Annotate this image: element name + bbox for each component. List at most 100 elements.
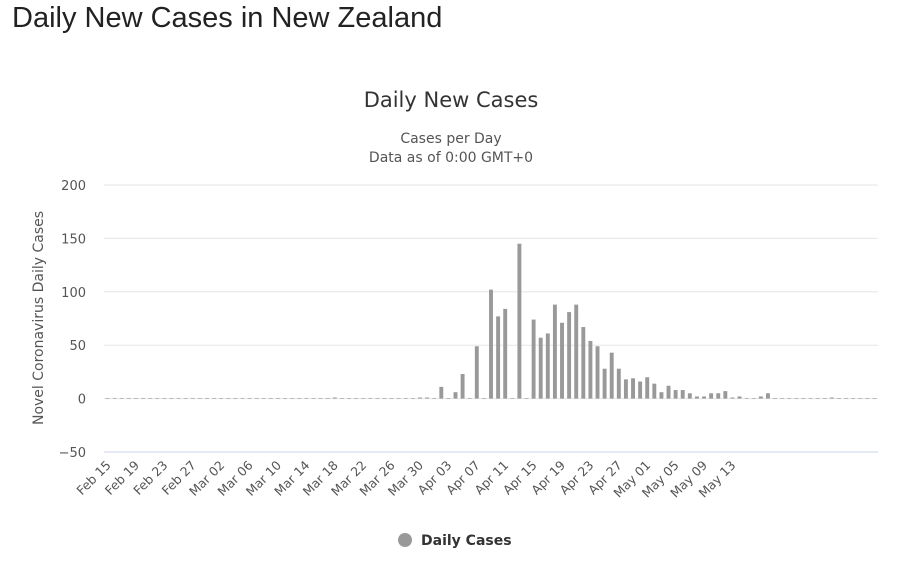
bar[interactable] xyxy=(403,398,408,399)
bar[interactable] xyxy=(645,377,650,399)
bar[interactable] xyxy=(808,398,813,399)
bar[interactable] xyxy=(794,398,799,399)
bar[interactable] xyxy=(609,352,614,399)
bar[interactable] xyxy=(531,319,536,399)
bar[interactable] xyxy=(638,381,643,399)
bar[interactable] xyxy=(276,398,280,399)
bar[interactable] xyxy=(595,346,600,399)
bar[interactable] xyxy=(332,397,337,399)
bar[interactable] xyxy=(730,397,735,399)
bar[interactable] xyxy=(119,398,124,399)
bar[interactable] xyxy=(765,393,770,399)
bar[interactable] xyxy=(716,393,721,399)
bar[interactable] xyxy=(134,398,138,399)
bar[interactable] xyxy=(325,398,330,399)
bar[interactable] xyxy=(574,304,579,399)
bar[interactable] xyxy=(361,398,366,399)
bar[interactable] xyxy=(446,398,451,399)
bar[interactable] xyxy=(560,322,564,399)
bar[interactable] xyxy=(702,396,706,399)
bar[interactable] xyxy=(197,398,202,399)
bar[interactable] xyxy=(631,378,635,399)
bar[interactable] xyxy=(297,398,302,399)
bar[interactable] xyxy=(254,398,259,399)
bar[interactable] xyxy=(694,396,699,399)
bar[interactable] xyxy=(865,398,870,399)
bar[interactable] xyxy=(126,398,131,399)
bar[interactable] xyxy=(382,398,387,399)
bar[interactable] xyxy=(205,398,209,399)
bar[interactable] xyxy=(836,398,841,399)
bar[interactable] xyxy=(112,398,117,399)
bar[interactable] xyxy=(183,398,188,399)
bar[interactable] xyxy=(453,392,458,399)
bar[interactable] xyxy=(169,398,174,399)
bar[interactable] xyxy=(616,368,621,399)
bar[interactable] xyxy=(503,308,508,399)
bar[interactable] xyxy=(141,398,146,399)
bar[interactable] xyxy=(261,398,266,399)
bar[interactable] xyxy=(496,316,501,399)
bar[interactable] xyxy=(517,243,522,399)
bar[interactable] xyxy=(673,390,678,399)
bar[interactable] xyxy=(829,397,834,399)
bar[interactable] xyxy=(432,398,437,399)
legend-label[interactable]: Daily Cases xyxy=(421,533,512,549)
legend[interactable]: Daily Cases xyxy=(398,533,512,549)
bar[interactable] xyxy=(602,368,607,399)
bar[interactable] xyxy=(872,398,877,399)
bar[interactable] xyxy=(538,337,543,399)
bar[interactable] xyxy=(318,398,323,399)
bar[interactable] xyxy=(389,398,394,399)
bar[interactable] xyxy=(190,398,195,399)
bar[interactable] xyxy=(439,386,444,399)
bar[interactable] xyxy=(176,398,181,399)
bar[interactable] xyxy=(751,398,756,399)
bar[interactable] xyxy=(623,379,628,399)
bar[interactable] xyxy=(680,390,685,399)
bar[interactable] xyxy=(396,398,401,399)
bar[interactable] xyxy=(588,340,593,399)
bar[interactable] xyxy=(545,333,550,399)
bar[interactable] xyxy=(489,289,493,399)
bar[interactable] xyxy=(425,397,430,399)
bar[interactable] xyxy=(162,398,167,399)
bar[interactable] xyxy=(815,398,820,399)
bar[interactable] xyxy=(311,398,316,399)
bar[interactable] xyxy=(283,398,288,399)
bar[interactable] xyxy=(467,398,472,399)
bar[interactable] xyxy=(780,398,785,399)
bar[interactable] xyxy=(744,398,749,399)
bar[interactable] xyxy=(709,393,714,399)
bar[interactable] xyxy=(687,393,692,399)
bar[interactable] xyxy=(787,398,792,399)
bar[interactable] xyxy=(844,398,848,399)
bar[interactable] xyxy=(418,397,422,399)
bar[interactable] xyxy=(652,383,657,399)
bar[interactable] xyxy=(148,398,153,399)
bar[interactable] xyxy=(666,385,671,399)
bar[interactable] xyxy=(247,398,252,399)
bar[interactable] xyxy=(552,304,557,399)
bar[interactable] xyxy=(773,398,777,399)
bar[interactable] xyxy=(339,398,344,399)
bar[interactable] xyxy=(155,398,160,399)
bar[interactable] xyxy=(460,374,465,399)
bar[interactable] xyxy=(375,398,380,399)
bar[interactable] xyxy=(474,346,479,399)
bar[interactable] xyxy=(758,396,763,399)
bar[interactable] xyxy=(354,398,359,399)
bar[interactable] xyxy=(347,398,351,399)
bar[interactable] xyxy=(858,398,863,399)
bar[interactable] xyxy=(737,396,742,399)
bar[interactable] xyxy=(481,398,486,399)
bar[interactable] xyxy=(290,398,295,399)
bar[interactable] xyxy=(212,398,217,399)
bar[interactable] xyxy=(723,391,728,399)
bar[interactable] xyxy=(304,398,309,399)
bar[interactable] xyxy=(659,392,664,399)
bar[interactable] xyxy=(524,398,529,399)
bar[interactable] xyxy=(105,398,110,399)
bar[interactable] xyxy=(233,398,238,399)
bar[interactable] xyxy=(240,398,245,399)
